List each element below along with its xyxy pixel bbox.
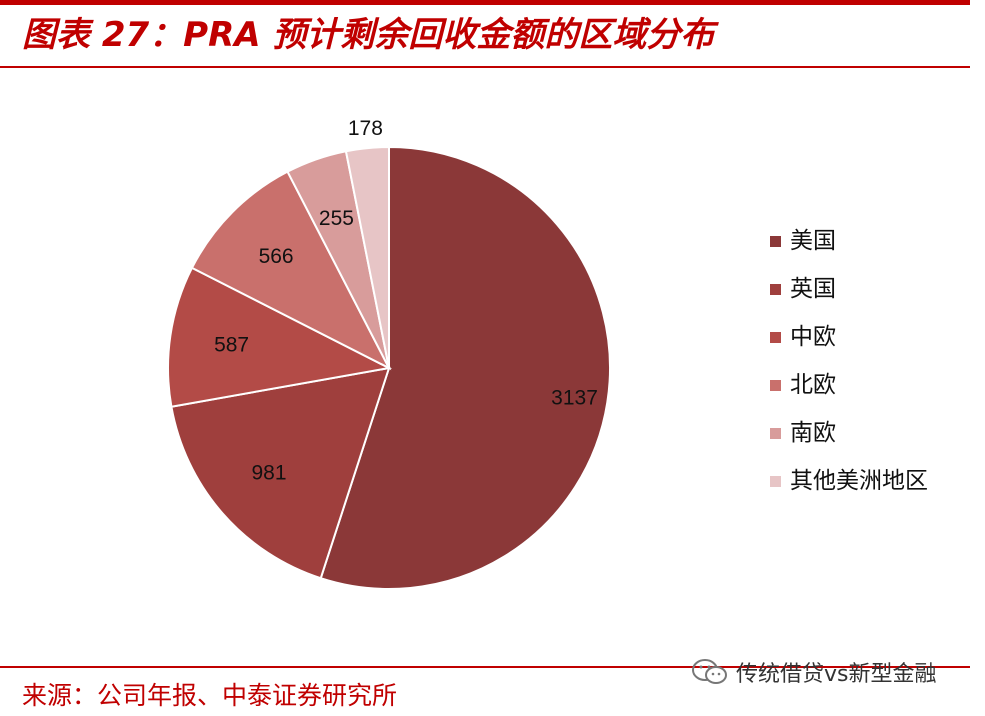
footer-divider [0, 666, 970, 668]
legend-swatch [770, 476, 781, 487]
slice-labels: 3137 981 587 566 255 178 [214, 117, 598, 484]
source-note: 来源：公司年报、中泰证券研究所 [22, 681, 398, 710]
title-divider [0, 66, 970, 68]
legend-swatch [770, 380, 781, 391]
watermark-text: 传统借贷vs新型金融 [736, 662, 937, 687]
legend-label: 南欧 [790, 420, 836, 446]
slice-value-label: 587 [214, 334, 249, 357]
slice-value-label: 981 [251, 462, 286, 485]
top-rule [0, 0, 970, 5]
pie-slices [167, 145, 611, 590]
pie-slice-2 [170, 366, 391, 580]
legend-label: 其他美洲地区 [790, 468, 928, 494]
legend-label: 北欧 [790, 372, 836, 398]
pie-slice-3 [167, 266, 393, 408]
slice-value-label: 3137 [551, 386, 598, 409]
legend-swatch [770, 284, 781, 295]
slice-value-label: 178 [348, 117, 383, 140]
chart-title: 图表 27：PRA 预计剩余回收金额的区域分布 [22, 15, 715, 55]
pie-slice-1 [319, 145, 611, 590]
legend-label: 英国 [790, 276, 836, 302]
legend-swatch [770, 236, 781, 247]
legend-label: 美国 [790, 228, 836, 254]
slice-value-label: 566 [259, 245, 294, 268]
legend-label: 中欧 [790, 324, 836, 350]
legend-swatch [770, 332, 781, 343]
pie-slice-6 [344, 145, 390, 369]
legend-swatch [770, 428, 781, 439]
watermark: 传统借贷vs新型金融 [690, 656, 936, 688]
slice-value-label: 255 [319, 207, 354, 230]
pie-slice-4 [190, 170, 392, 371]
wechat-icon [692, 659, 727, 684]
